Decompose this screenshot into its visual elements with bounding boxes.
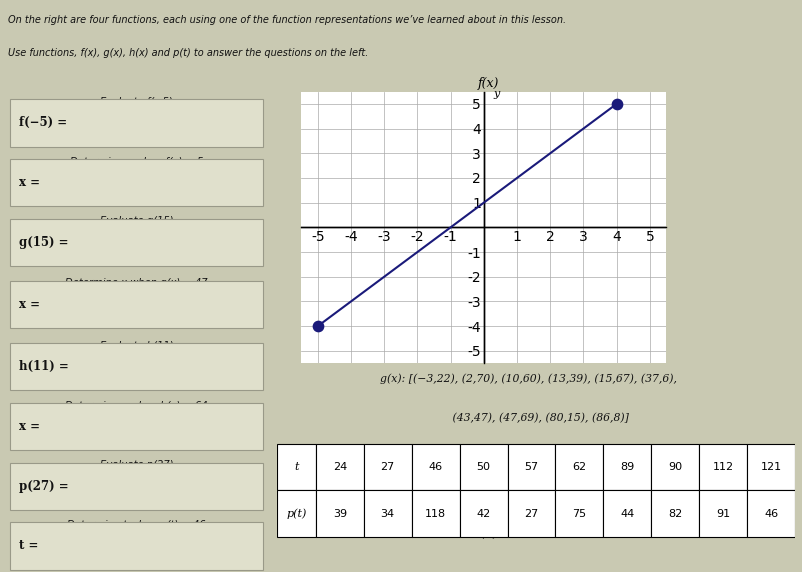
Text: 121: 121 bbox=[759, 462, 780, 472]
Bar bbox=[315, 444, 363, 490]
Text: t: t bbox=[294, 462, 298, 472]
Bar bbox=[602, 444, 650, 490]
Text: f(−5) =: f(−5) = bbox=[19, 116, 67, 129]
Bar bbox=[555, 444, 602, 490]
Bar bbox=[411, 490, 459, 537]
Text: g(15) =: g(15) = bbox=[19, 236, 68, 249]
Text: Determine x when g(x) = 47: Determine x when g(x) = 47 bbox=[65, 279, 208, 288]
Text: (43,47), (47,69), (80,15), (86,8)]: (43,47), (47,69), (80,15), (86,8)] bbox=[427, 413, 628, 423]
Bar bbox=[507, 444, 555, 490]
Bar bbox=[459, 444, 507, 490]
Text: 24: 24 bbox=[332, 462, 346, 472]
Text: 27: 27 bbox=[524, 509, 538, 519]
Bar bbox=[555, 490, 602, 537]
Bar bbox=[459, 490, 507, 537]
Text: g(x): [(−3,22), (2,70), (10,60), (13,39), (15,67), (37,6),: g(x): [(−3,22), (2,70), (10,60), (13,39)… bbox=[379, 373, 676, 383]
Bar bbox=[363, 444, 411, 490]
Text: 91: 91 bbox=[715, 509, 729, 519]
Text: p(27) =: p(27) = bbox=[19, 480, 69, 492]
Text: t =: t = bbox=[19, 539, 38, 553]
FancyBboxPatch shape bbox=[10, 403, 263, 450]
Text: h(x) = −21x − 20: h(x) = −21x − 20 bbox=[472, 527, 583, 539]
Bar bbox=[363, 490, 411, 537]
Bar bbox=[650, 444, 699, 490]
Text: 44: 44 bbox=[619, 509, 634, 519]
Text: 118: 118 bbox=[424, 509, 446, 519]
Point bbox=[311, 321, 324, 331]
Text: 39: 39 bbox=[332, 509, 346, 519]
Text: Determine t when p(t) = 46: Determine t when p(t) = 46 bbox=[67, 520, 205, 530]
FancyBboxPatch shape bbox=[10, 343, 263, 390]
Bar bbox=[507, 490, 555, 537]
Bar bbox=[315, 490, 363, 537]
Text: Evaluate f(−5): Evaluate f(−5) bbox=[100, 97, 172, 107]
Text: 82: 82 bbox=[667, 509, 682, 519]
Text: 89: 89 bbox=[619, 462, 634, 472]
Text: y: y bbox=[493, 89, 500, 99]
Text: f(x): f(x) bbox=[477, 77, 499, 90]
Text: 75: 75 bbox=[572, 509, 585, 519]
FancyBboxPatch shape bbox=[10, 100, 263, 146]
Text: 50: 50 bbox=[476, 462, 490, 472]
Text: 42: 42 bbox=[476, 509, 490, 519]
Text: 27: 27 bbox=[380, 462, 395, 472]
Text: On the right are four functions, each using one of the function representations : On the right are four functions, each us… bbox=[8, 15, 565, 25]
FancyBboxPatch shape bbox=[10, 281, 263, 328]
Bar bbox=[699, 490, 746, 537]
Bar bbox=[699, 444, 746, 490]
Text: Determine x when f(x) = 5: Determine x when f(x) = 5 bbox=[70, 157, 203, 166]
Text: p(t): p(t) bbox=[286, 509, 306, 519]
Text: 57: 57 bbox=[524, 462, 538, 472]
FancyBboxPatch shape bbox=[10, 159, 263, 206]
Text: x =: x = bbox=[19, 298, 40, 311]
FancyBboxPatch shape bbox=[10, 219, 263, 266]
Bar bbox=[746, 490, 794, 537]
FancyBboxPatch shape bbox=[10, 522, 263, 570]
Text: 46: 46 bbox=[428, 462, 442, 472]
Text: h(11) =: h(11) = bbox=[19, 360, 69, 373]
Text: Use functions, f(x), g(x), h(x) and p(t) to answer the questions on the left.: Use functions, f(x), g(x), h(x) and p(t)… bbox=[8, 49, 368, 58]
Text: 62: 62 bbox=[572, 462, 585, 472]
Text: Evaluate h(11): Evaluate h(11) bbox=[99, 340, 173, 351]
Bar bbox=[650, 490, 699, 537]
Bar bbox=[277, 444, 315, 490]
Text: Determine x when h(x) = 64: Determine x when h(x) = 64 bbox=[65, 400, 208, 410]
Text: 112: 112 bbox=[711, 462, 733, 472]
Point bbox=[610, 100, 622, 109]
Bar bbox=[602, 490, 650, 537]
Text: 34: 34 bbox=[380, 509, 395, 519]
Bar bbox=[411, 444, 459, 490]
Text: 46: 46 bbox=[763, 509, 777, 519]
FancyBboxPatch shape bbox=[10, 463, 263, 510]
Text: 90: 90 bbox=[667, 462, 682, 472]
Bar bbox=[277, 490, 315, 537]
Text: x =: x = bbox=[19, 176, 40, 189]
Bar bbox=[746, 444, 794, 490]
Text: x =: x = bbox=[19, 420, 40, 433]
Text: Evaluate p(27): Evaluate p(27) bbox=[99, 460, 173, 470]
Text: Evaluate g(15): Evaluate g(15) bbox=[99, 216, 173, 226]
